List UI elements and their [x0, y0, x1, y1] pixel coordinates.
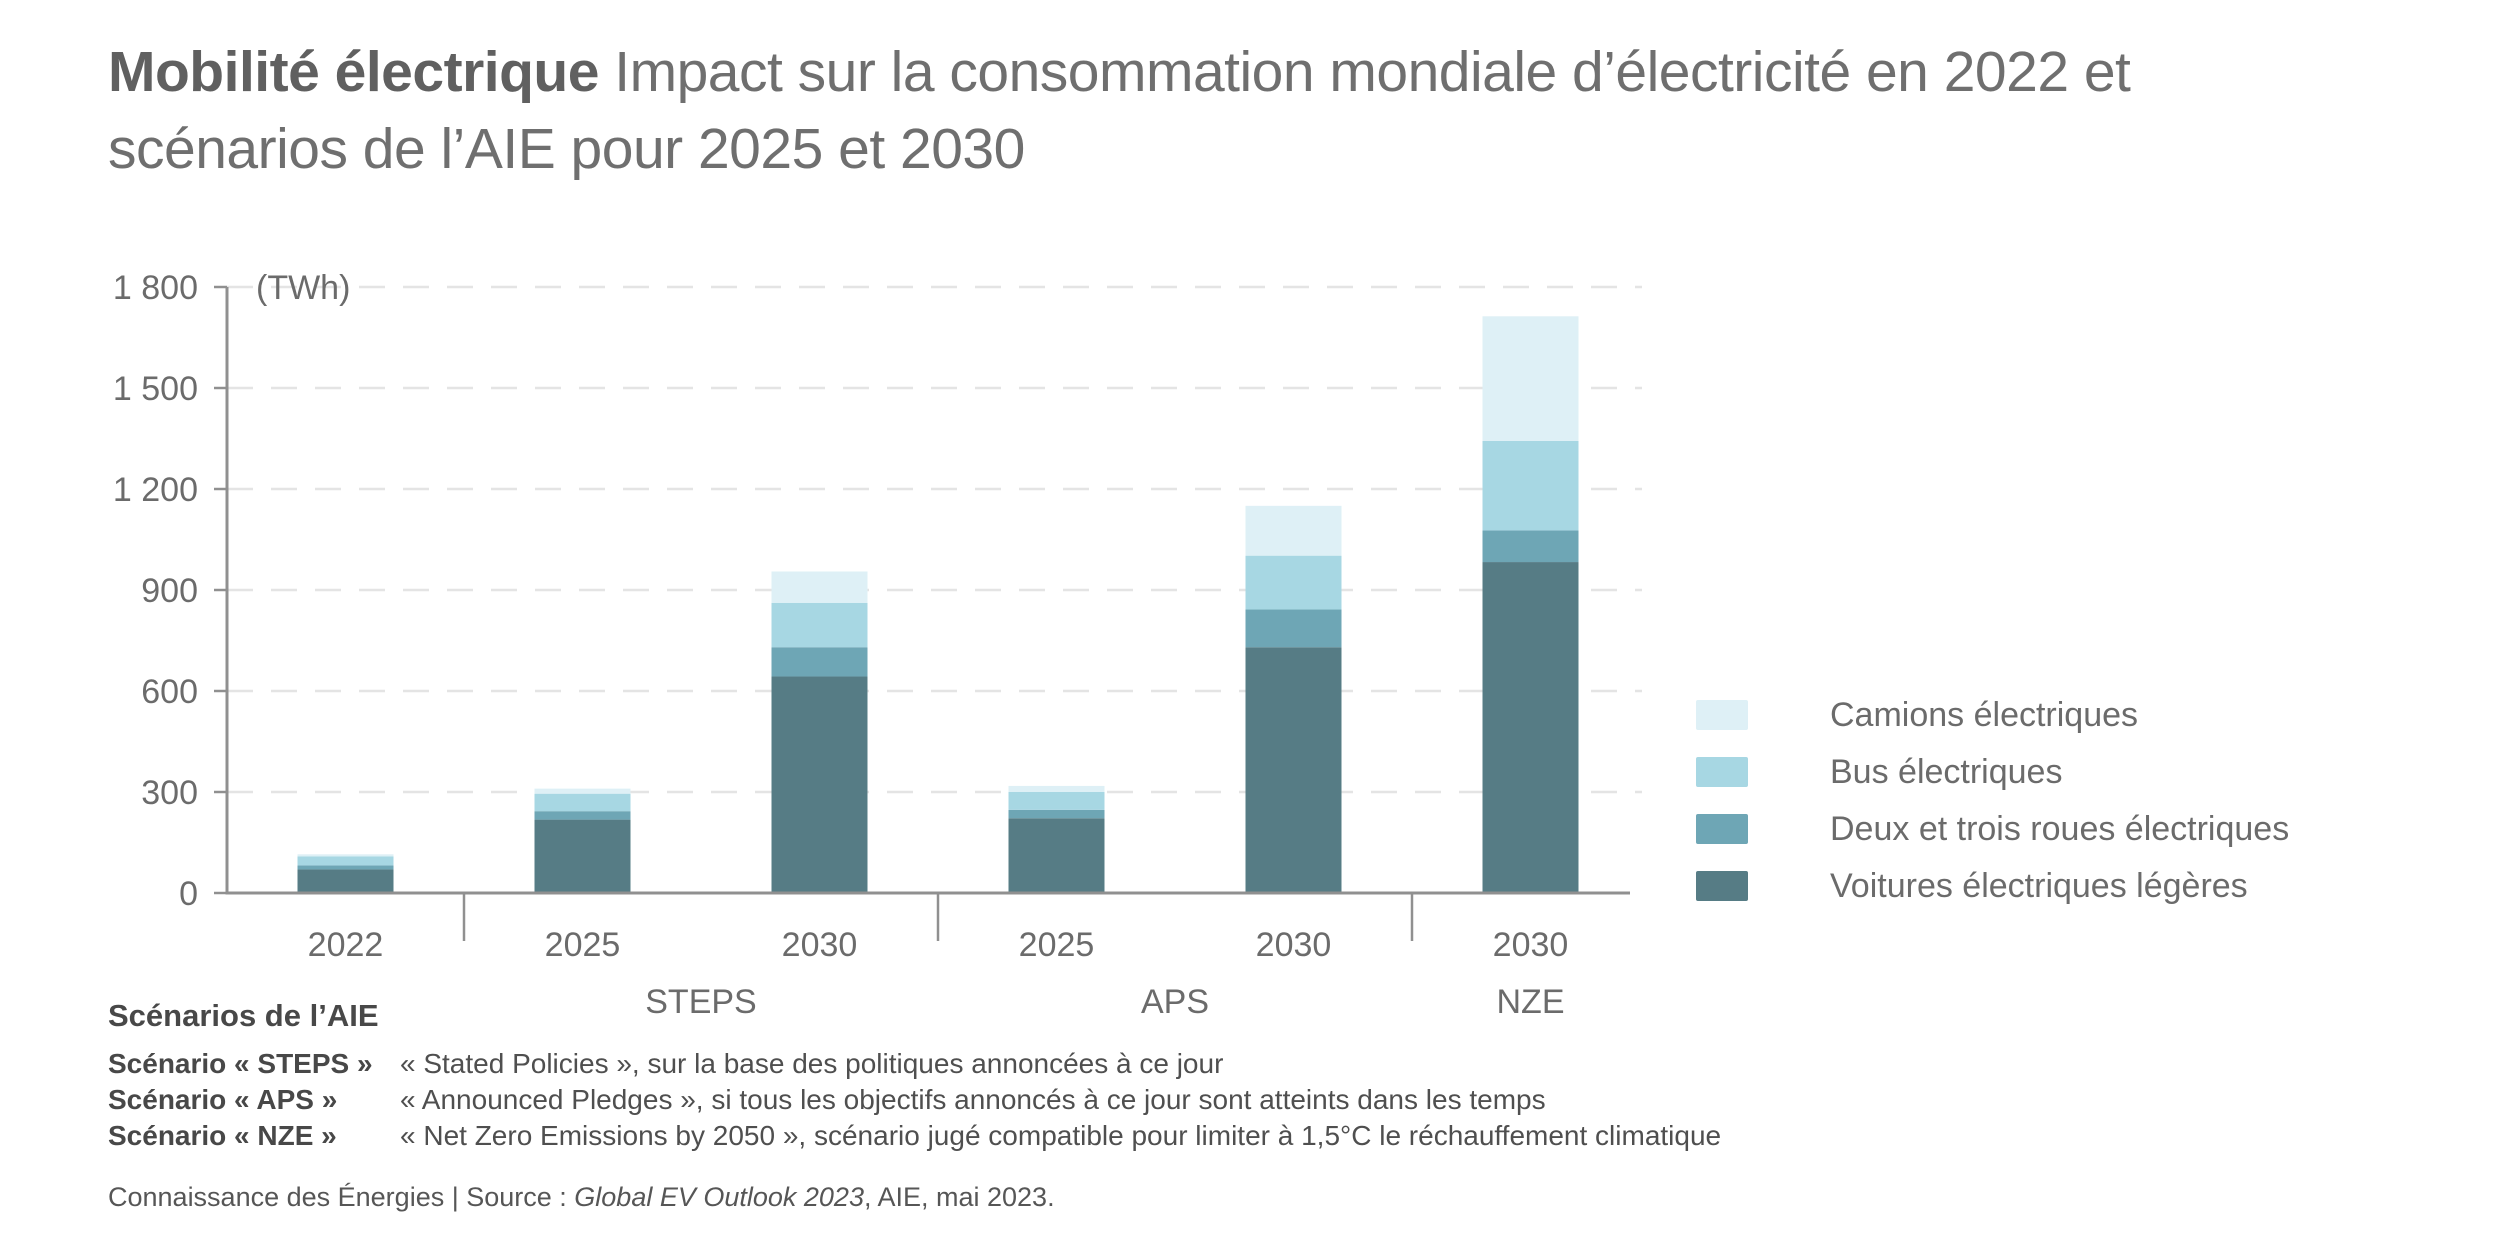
legend: Camions électriques Bus électriques Deux…	[1696, 696, 2289, 905]
scenarios-heading: Scénarios de l’AIE	[108, 998, 379, 1033]
y-axis-label: 300	[141, 774, 198, 812]
bar-segment	[771, 647, 868, 677]
bar-segment	[1482, 562, 1579, 893]
legend-label: Camions électriques	[1830, 695, 2139, 734]
legend-swatch-voitures	[1696, 871, 1748, 901]
x-axis-label: 2030	[1256, 926, 1332, 964]
y-axis-label: 1 200	[113, 471, 198, 509]
page-title-line1: Impact sur la consommation mondiale d’él…	[614, 40, 2131, 104]
bar-segment	[1008, 792, 1105, 810]
scenario-group-label: NZE	[1497, 983, 1565, 1021]
legend-swatch-camions	[1696, 700, 1748, 730]
page-title-bold: Mobilité électrique	[108, 40, 599, 104]
scenario-group-label: STEPS	[645, 983, 756, 1021]
y-axis-label: 600	[141, 673, 198, 711]
bar-segment	[534, 819, 631, 893]
bar-segment	[1482, 530, 1579, 563]
bar-segment	[771, 676, 868, 893]
legend-label: Bus électriques	[1830, 752, 2063, 791]
legend-label: Deux et trois roues électriques	[1830, 809, 2290, 848]
source-prefix: Connaissance des Énergies | Source :	[108, 1182, 575, 1212]
bar-segment	[1008, 785, 1105, 792]
bar-segment	[297, 854, 394, 857]
x-axis-label: 2025	[1019, 926, 1095, 964]
page-title: Mobilité électrique Impact sur la consom…	[108, 34, 2448, 188]
scenario-text-aps: « Announced Pledges », si tous les objec…	[400, 1084, 1546, 1115]
bar-segment	[1245, 647, 1342, 893]
legend-item: Bus électriques	[1696, 753, 2289, 791]
scenario-group-label: APS	[1141, 983, 1209, 1021]
scenario-text-steps: « Stated Policies », sur la base des pol…	[400, 1048, 1224, 1079]
x-axis-label: 2025	[545, 926, 621, 964]
scenarios-section: Scénarios de l’AIE Scénario « STEPS » « …	[108, 998, 2008, 1154]
bar-segment	[1482, 440, 1579, 531]
y-axis-label: 0	[179, 875, 198, 913]
x-axis-label: 2022	[308, 926, 384, 964]
source-title: Global EV Outlook 2023	[574, 1182, 864, 1212]
bar-segment	[297, 865, 394, 870]
page-title-line2: scénarios de l’AIE pour 2025 et 2030	[108, 117, 1025, 181]
bar-segment	[1482, 316, 1579, 441]
bar-segment	[1245, 505, 1342, 556]
bar-segment	[534, 788, 631, 794]
bar-segment	[534, 811, 631, 820]
y-axis-unit-label: (TWh)	[256, 269, 350, 307]
legend-item: Deux et trois roues électriques	[1696, 810, 2289, 848]
y-axis-label: 900	[141, 572, 198, 610]
bar-segment	[1008, 809, 1105, 819]
bar-segment	[771, 602, 868, 648]
bar-segment	[771, 571, 868, 603]
y-axis-label: 1 500	[113, 370, 198, 408]
bar-segment	[1245, 555, 1342, 610]
bar-segment	[534, 793, 631, 812]
source-line: Connaissance des Énergies | Source : Glo…	[108, 1182, 1055, 1213]
legend-swatch-deux-trois-roues	[1696, 814, 1748, 844]
scenario-label-aps: Scénario « APS »	[108, 1084, 338, 1115]
legend-item: Camions électriques	[1696, 696, 2289, 734]
legend-item: Voitures électriques légères	[1696, 867, 2289, 905]
scenarios-list: Scénario « STEPS » « Stated Policies », …	[108, 1046, 2008, 1154]
bar-segment	[1245, 609, 1342, 648]
x-axis-label: 2030	[1493, 926, 1569, 964]
bar-segment	[297, 869, 394, 893]
x-axis-label: 2030	[782, 926, 858, 964]
scenario-text-nze: « Net Zero Emissions by 2050 », scénario…	[400, 1120, 1722, 1151]
source-suffix: , AIE, mai 2023.	[863, 1182, 1055, 1212]
scenario-label-steps: Scénario « STEPS »	[108, 1048, 373, 1079]
y-axis-label: 1 800	[113, 269, 198, 307]
scenario-label-nze: Scénario « NZE »	[108, 1120, 337, 1151]
legend-swatch-bus	[1696, 757, 1748, 787]
bar-segment	[297, 856, 394, 866]
bar-segment	[1008, 818, 1105, 893]
legend-label: Voitures électriques légères	[1830, 866, 2248, 905]
